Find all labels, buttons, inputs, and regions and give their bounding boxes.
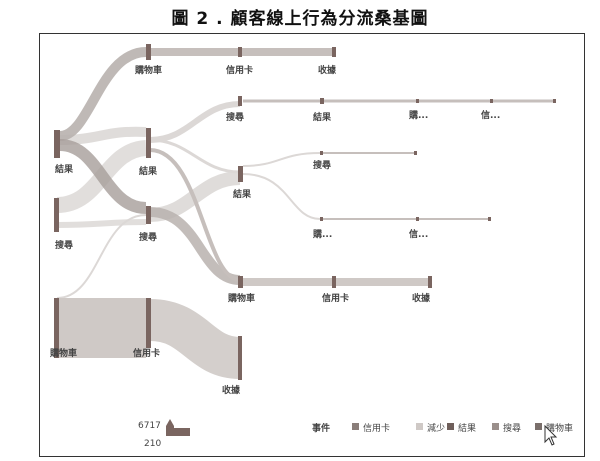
flow-search2-cart3 [149, 207, 241, 285]
node-n-search-1 [54, 198, 59, 232]
event-legend: 事件 信用卡 減少 結果 搜尋 購物車 [312, 422, 573, 434]
legend-item-label-3: 搜尋 [503, 422, 521, 434]
node-label-n-credit-6: 信... [409, 228, 428, 240]
node-rects [54, 44, 556, 380]
node-label-n-cart-3: 購物車 [227, 292, 255, 304]
node-n-checkout-5 [428, 276, 432, 288]
flow-cart1-search2 [56, 214, 147, 299]
node-label-n-search-4: 搜尋 [313, 159, 331, 171]
node-n-search-4 [320, 151, 323, 155]
flow-credit2-checkout3 [148, 299, 242, 379]
legend-item-label-4: 購物車 [546, 422, 573, 434]
node-n-cart-3 [238, 276, 243, 288]
node-label-n-result-2: 結果 [139, 165, 158, 177]
node-n-result-4 [320, 98, 324, 104]
node-n-end-result-4 [553, 99, 556, 103]
node-n-end-search-4 [414, 151, 417, 155]
legend-swatch-2 [447, 423, 454, 430]
node-label-n-cart-2: 購物車 [134, 64, 162, 76]
legend-item-label-0: 信用卡 [363, 422, 390, 434]
node-label-n-search-3: 搜尋 [226, 111, 244, 123]
node-label-n-checkout-5: 收據 [412, 292, 431, 304]
figure-title: 圖 2 . 顧客線上行為分流桑基圖 [171, 9, 429, 29]
cursor-icon [544, 424, 558, 446]
node-n-search-2 [146, 206, 151, 224]
node-n-result-2 [146, 128, 151, 158]
legend-title: 事件 [312, 422, 330, 434]
flows [56, 47, 555, 379]
node-label-n-checkout-3: 收據 [222, 384, 241, 396]
legend-swatch-4 [535, 423, 542, 430]
node-label-n-credit-2: 信用卡 [133, 347, 160, 359]
size-legend-max: 6717 [138, 421, 161, 431]
node-label-n-result-4: 結果 [313, 111, 332, 123]
node-n-credit-6 [416, 217, 419, 221]
diagram-frame [39, 33, 585, 457]
node-n-credit-5 [490, 99, 493, 103]
flow-result2-search3 [149, 101, 241, 143]
node-n-end-6 [488, 217, 491, 221]
node-label-n-credit-4: 信用卡 [322, 292, 349, 304]
node-label-n-result-1: 結果 [55, 163, 74, 175]
node-n-search-3 [238, 96, 242, 106]
node-label-n-search-2: 搜尋 [139, 231, 157, 243]
size-legend: 6717 210 [138, 419, 190, 449]
flow-result1-result2 [59, 126, 147, 145]
node-label-n-cart-1: 購物車 [49, 347, 77, 359]
flow-result2-cart3 [149, 148, 241, 282]
flow-search1-search2 [56, 219, 147, 228]
node-label-n-result-3: 結果 [233, 188, 252, 200]
node-n-credit-3a [238, 47, 242, 57]
node-label-n-buy-4: 購... [408, 109, 428, 121]
node-label-n-buy-5: 購... [312, 228, 332, 240]
size-legend-bar [170, 428, 190, 436]
node-label-n-search-1: 搜尋 [55, 239, 73, 251]
node-n-buy-4 [416, 99, 419, 103]
node-n-credit-4 [332, 276, 336, 288]
node-labels: 結果搜尋購物車購物車結果搜尋信用卡信用卡搜尋結果購物車收據收據結果搜尋購...信… [49, 64, 500, 396]
flow-result3-search4 [242, 152, 321, 167]
flow-result1-cart2 [59, 47, 147, 141]
legend-swatch-0 [352, 423, 359, 430]
flow-result3-search4b [242, 173, 321, 220]
legend-swatch-1 [416, 423, 423, 430]
flow-result2-result3 [149, 138, 241, 174]
node-n-credit-2 [146, 298, 151, 348]
node-label-n-credit-5: 信... [481, 109, 500, 121]
node-n-cart-2 [146, 44, 151, 60]
legend-swatch-3 [492, 423, 499, 430]
node-n-result-1 [54, 130, 60, 158]
flow-result1-search2 [59, 139, 147, 214]
node-n-result-3 [238, 166, 243, 182]
node-n-checkout-3 [238, 336, 242, 380]
size-legend-min: 210 [144, 439, 161, 449]
node-label-n-credit-3a: 信用卡 [226, 64, 253, 76]
node-label-n-checkout-4a: 收據 [318, 64, 337, 76]
legend-item-label-1: 減少 [427, 422, 445, 434]
node-n-checkout-4a [332, 47, 336, 57]
node-n-buy-5 [320, 217, 323, 221]
node-n-cart-1 [54, 298, 59, 358]
legend-item-label-2: 結果 [458, 422, 476, 434]
